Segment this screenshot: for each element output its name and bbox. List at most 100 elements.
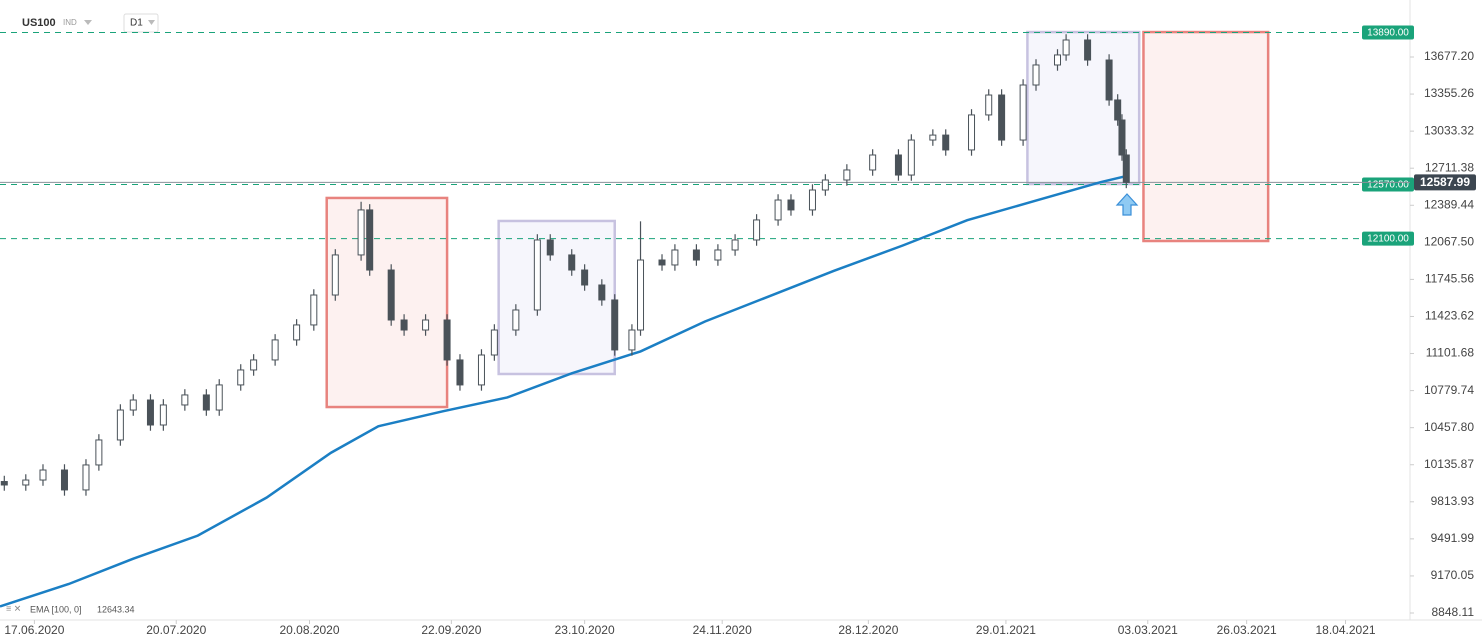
x-tick-label: 28.12.2020 xyxy=(838,623,898,637)
dropdown-icon xyxy=(148,20,155,25)
zone xyxy=(1026,30,1141,186)
candle-body xyxy=(546,239,554,256)
candle-body xyxy=(1122,154,1130,183)
candle-body xyxy=(422,319,430,331)
candle-body xyxy=(611,299,619,351)
candle-body xyxy=(869,154,877,171)
y-tick-label: 12711.38 xyxy=(1425,160,1474,174)
symbol[interactable]: US100 xyxy=(22,17,56,29)
candle-body xyxy=(581,269,589,286)
candle-body xyxy=(1105,59,1113,101)
y-tick-label: 9170.05 xyxy=(1431,568,1475,582)
candle-body xyxy=(387,269,395,321)
candle-body xyxy=(1054,54,1061,66)
candle-body xyxy=(671,249,679,266)
x-tick-label: 20.08.2020 xyxy=(279,623,339,637)
candle-body xyxy=(731,239,739,251)
candle-body xyxy=(1032,64,1040,86)
x-tick-label: 03.03.2021 xyxy=(1118,623,1178,637)
candle-body xyxy=(907,139,915,176)
candle-body xyxy=(39,469,47,481)
dropdown-icon[interactable] xyxy=(84,20,92,25)
candle-body xyxy=(894,154,902,176)
x-tick-label: 18.04.2021 xyxy=(1315,623,1375,637)
candle-body xyxy=(1114,99,1122,121)
level-tag xyxy=(1362,177,1414,192)
x-tick-label: 20.07.2020 xyxy=(146,623,206,637)
candle-body xyxy=(533,239,541,311)
indicator-value: 12643.34 xyxy=(97,604,135,614)
candle-body xyxy=(477,354,485,386)
ema-line xyxy=(0,174,1127,608)
candle-body xyxy=(1062,39,1070,56)
candle-body xyxy=(293,324,301,341)
x-tick-label: 22.09.2020 xyxy=(421,623,481,637)
y-tick-label: 9813.93 xyxy=(1431,494,1475,508)
candle-body xyxy=(843,169,851,181)
indicator-icons[interactable]: ≡ ✕ xyxy=(6,603,21,613)
level-label: 13890.00 xyxy=(1367,28,1409,39)
candle-body xyxy=(512,309,520,331)
zone xyxy=(325,196,449,409)
candle-body xyxy=(82,464,90,491)
y-tick-label: 13355.26 xyxy=(1424,86,1474,100)
candle-body xyxy=(331,254,339,296)
y-tick-label: 11745.56 xyxy=(1425,272,1474,286)
timeframe-button[interactable] xyxy=(123,13,159,33)
candle-body xyxy=(237,369,245,386)
zone xyxy=(497,219,616,376)
candle-body xyxy=(998,94,1006,141)
candle-body xyxy=(129,399,137,411)
indicator-label: EMA [100, 0] xyxy=(30,604,82,614)
candle-body xyxy=(968,114,976,151)
level-tag xyxy=(1362,25,1414,40)
y-tick-label: 10457.80 xyxy=(1424,420,1474,434)
candle-body xyxy=(22,479,30,486)
y-tick-label: 12067.50 xyxy=(1424,235,1474,249)
candle-body xyxy=(202,394,210,411)
x-tick-label: 26.03.2021 xyxy=(1217,623,1277,637)
x-tick-label: 24.11.2020 xyxy=(693,623,752,637)
candle-body xyxy=(787,199,795,211)
last-price-tag xyxy=(1414,174,1476,191)
candle-body xyxy=(714,249,722,261)
level-label: 12570.00 xyxy=(1367,180,1409,191)
candle-body xyxy=(400,319,408,331)
candle-body xyxy=(1019,84,1027,141)
y-tick-label: 10135.87 xyxy=(1424,457,1474,471)
candle-body xyxy=(271,339,279,361)
x-tick-label: 23.10.2020 xyxy=(555,623,615,637)
candle-body xyxy=(598,284,606,301)
candle-body xyxy=(357,209,365,256)
candle-body xyxy=(60,469,68,491)
candle-body xyxy=(808,189,816,211)
candle-body xyxy=(146,399,154,426)
candle-body xyxy=(692,249,700,261)
x-tick-label: 17.06.2020 xyxy=(4,623,64,637)
candle-body xyxy=(250,359,258,371)
candle-body xyxy=(366,209,374,271)
candle-body xyxy=(310,294,318,326)
candle-body xyxy=(95,439,103,466)
candle-body xyxy=(637,259,645,331)
candle-body xyxy=(443,319,451,361)
candle-body xyxy=(116,409,124,441)
y-tick-label: 11423.62 xyxy=(1425,309,1474,323)
timeframe[interactable]: D1 xyxy=(130,18,143,29)
candle-body xyxy=(628,329,636,351)
y-tick-label: 11101.68 xyxy=(1426,346,1475,360)
level-tag xyxy=(1362,231,1414,246)
x-tick-label: 29.01.2021 xyxy=(976,623,1036,637)
candle-body xyxy=(1084,39,1092,61)
market: IND xyxy=(63,18,77,27)
y-tick-label: 8848.11 xyxy=(1432,605,1475,619)
candle-body xyxy=(658,259,666,266)
candle-body xyxy=(0,481,8,486)
candle-body xyxy=(456,359,464,386)
level-label: 12100.00 xyxy=(1367,234,1409,245)
y-tick-label: 9491.99 xyxy=(1431,531,1475,545)
candle-body xyxy=(215,384,223,411)
candle-body xyxy=(821,179,829,191)
candle-body xyxy=(1118,119,1126,156)
